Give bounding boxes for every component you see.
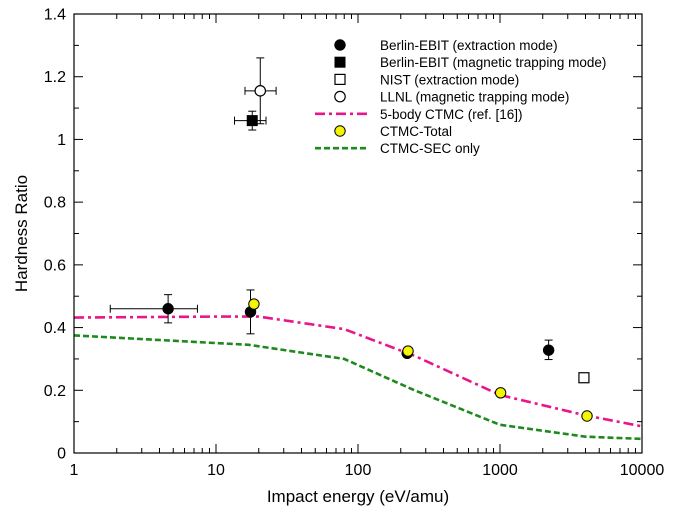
x-tick-label: 1000 xyxy=(482,462,518,479)
plot-frame xyxy=(73,13,643,454)
data-point-circle-filled xyxy=(542,344,555,356)
data-point-circle-yellow xyxy=(248,298,260,310)
y-tick-label: 0 xyxy=(57,446,66,463)
legend-label: Berlin-EBIT (extraction mode) xyxy=(380,38,558,53)
legend-label: NIST (extraction mode) xyxy=(380,72,519,87)
x-axis-title: Impact energy (eV/amu) xyxy=(267,487,449,506)
series-line-5-body-ctmc xyxy=(73,315,643,428)
data-point-circle-yellow xyxy=(402,345,414,357)
legend-marker xyxy=(334,56,346,68)
data-point-circle-yellow xyxy=(581,410,593,422)
legend-marker xyxy=(334,125,346,137)
x-tick-label: 10 xyxy=(207,462,225,479)
legend-label: 5-body CTMC (ref. [16]) xyxy=(380,107,523,122)
y-tick-label: 0.6 xyxy=(44,257,66,274)
data-point-circle-open xyxy=(254,85,267,97)
data-points xyxy=(109,57,593,422)
legend-marker xyxy=(334,39,346,51)
legend-label: CTMC-SEC only xyxy=(380,141,480,156)
series-line-ctmc-sec-only xyxy=(73,334,643,441)
data-point-square-open xyxy=(578,372,590,384)
legend-marker xyxy=(334,90,346,103)
legend-label: Berlin-EBIT (magnetic trapping mode) xyxy=(380,55,606,70)
x-tick-label: 100 xyxy=(345,462,372,479)
data-point-square-filled xyxy=(246,115,258,127)
y-axis-title: Hardness Ratio xyxy=(12,175,31,292)
model-lines xyxy=(73,315,643,441)
y-tick-label: 1.4 xyxy=(44,7,66,24)
y-tick-label: 0.2 xyxy=(44,383,66,400)
axes: 1 10 100 1000 10000 0 0.2 0.4 0.6 0.8 1 1.2 1.4 xyxy=(44,7,665,480)
y-tick-label: 1 xyxy=(57,132,66,149)
x-tick-label: 1 xyxy=(70,462,79,479)
data-point-circle-yellow xyxy=(494,387,507,399)
legend-marker xyxy=(334,73,346,86)
y-tick-label: 1.2 xyxy=(44,69,66,86)
legend-label: CTMC-Total xyxy=(380,124,452,139)
legend-label: LLNL (magnetic trapping mode) xyxy=(380,90,569,105)
data-point-circle-filled xyxy=(162,303,174,315)
y-tick-label: 0.8 xyxy=(44,195,66,212)
y-tick-label: 0.4 xyxy=(44,320,66,337)
x-tick-label: 10000 xyxy=(620,462,665,479)
legend: Berlin-EBIT (extraction mode) Berlin-EBIT… xyxy=(315,38,606,156)
